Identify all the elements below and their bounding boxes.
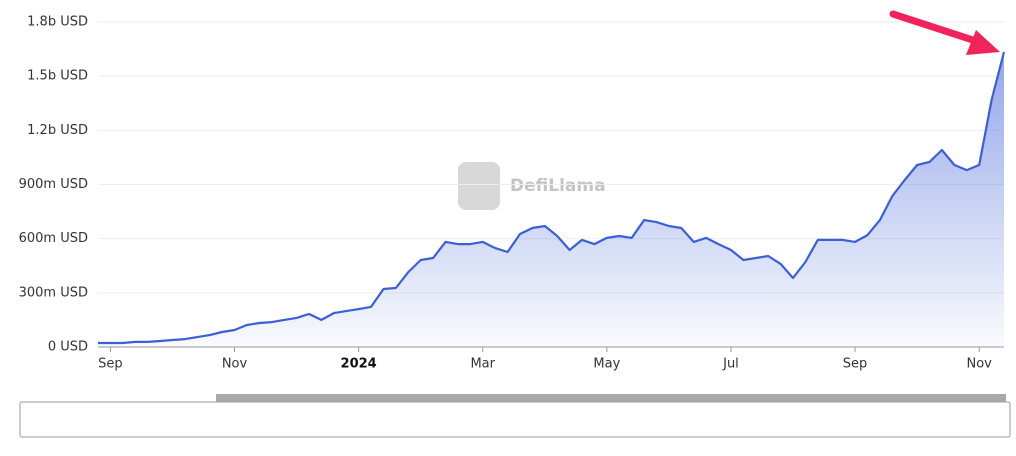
x-tick-label: Nov (966, 357, 992, 372)
arrow (889, 10, 1000, 55)
slider-frame (19, 401, 1011, 438)
arrow-shaft (889, 10, 986, 47)
y-tick-label: 1.5b USD (27, 69, 88, 84)
y-tick-label: 300m USD (19, 285, 88, 300)
x-tick-label: Mar (470, 357, 495, 372)
y-tick-label: 1.2b USD (27, 123, 88, 138)
x-tick-label: Jul (722, 357, 739, 372)
slider[interactable] (19, 394, 1011, 438)
x-tick-label: Sep (843, 357, 868, 372)
x-tick-label: Nov (222, 357, 248, 372)
slider-bar[interactable] (216, 394, 1006, 402)
watermark: DefiLlama (458, 162, 606, 210)
x-tick-label: Sep (98, 357, 123, 372)
watermark-text: DefiLlama (510, 176, 606, 196)
y-tick-label: 1.8b USD (27, 15, 88, 30)
watermark-logo (458, 162, 500, 210)
line (98, 51, 1006, 345)
y-tick-label: 600m USD (19, 231, 88, 246)
arrow-head (966, 30, 1000, 55)
area (98, 52, 1004, 347)
y-tick-label: 0 USD (48, 340, 88, 355)
x-tick-label: May (593, 357, 620, 372)
y-tick-label: 900m USD (19, 177, 88, 192)
x-tick-label: 2024 (341, 357, 377, 372)
